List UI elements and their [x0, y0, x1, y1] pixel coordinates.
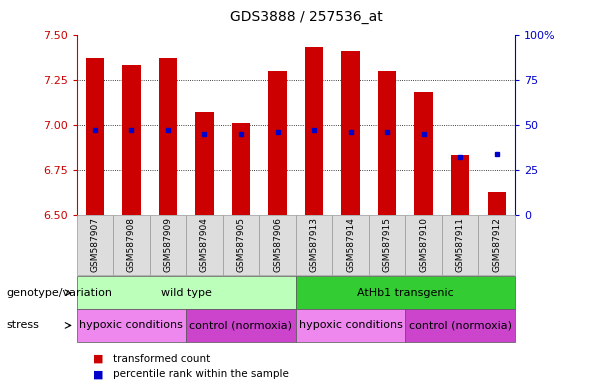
FancyBboxPatch shape — [405, 215, 442, 275]
Bar — [122, 65, 140, 215]
Text: ■: ■ — [93, 354, 104, 364]
FancyBboxPatch shape — [150, 215, 186, 275]
FancyBboxPatch shape — [369, 215, 405, 275]
Text: transformed count: transformed count — [113, 354, 211, 364]
Text: control (normoxia): control (normoxia) — [189, 320, 292, 331]
FancyBboxPatch shape — [442, 215, 478, 275]
Bar — [196, 112, 213, 215]
Bar — [341, 51, 360, 215]
Bar — [487, 192, 506, 215]
Text: GSM587904: GSM587904 — [200, 217, 209, 272]
Text: GSM587909: GSM587909 — [164, 217, 172, 272]
Bar — [414, 92, 433, 215]
FancyBboxPatch shape — [295, 215, 332, 275]
Bar — [86, 58, 104, 215]
Text: GSM587910: GSM587910 — [419, 217, 428, 272]
Text: stress: stress — [6, 320, 39, 331]
FancyBboxPatch shape — [478, 215, 515, 275]
Text: genotype/variation: genotype/variation — [6, 288, 112, 298]
Text: control (normoxia): control (normoxia) — [409, 320, 512, 331]
FancyBboxPatch shape — [223, 215, 259, 275]
Text: GSM587911: GSM587911 — [455, 217, 465, 272]
FancyBboxPatch shape — [259, 215, 295, 275]
Bar — [305, 47, 323, 215]
Text: GSM587908: GSM587908 — [127, 217, 136, 272]
FancyBboxPatch shape — [186, 215, 223, 275]
FancyBboxPatch shape — [332, 215, 369, 275]
Text: GSM587914: GSM587914 — [346, 217, 355, 272]
FancyBboxPatch shape — [77, 215, 113, 275]
Text: hypoxic conditions: hypoxic conditions — [80, 320, 183, 331]
Text: GSM587906: GSM587906 — [273, 217, 282, 272]
Text: GSM587912: GSM587912 — [492, 217, 501, 272]
Bar — [268, 71, 287, 215]
Bar — [378, 71, 396, 215]
Text: GSM587905: GSM587905 — [237, 217, 245, 272]
Text: GSM587915: GSM587915 — [383, 217, 392, 272]
Text: ■: ■ — [93, 369, 104, 379]
Text: GSM587913: GSM587913 — [310, 217, 319, 272]
FancyBboxPatch shape — [113, 215, 150, 275]
Text: GDS3888 / 257536_at: GDS3888 / 257536_at — [230, 10, 383, 23]
Text: hypoxic conditions: hypoxic conditions — [299, 320, 403, 331]
Text: percentile rank within the sample: percentile rank within the sample — [113, 369, 289, 379]
Bar — [451, 156, 470, 215]
Bar — [159, 58, 177, 215]
Bar — [232, 123, 250, 215]
Text: GSM587907: GSM587907 — [90, 217, 99, 272]
Text: AtHb1 transgenic: AtHb1 transgenic — [357, 288, 454, 298]
Text: wild type: wild type — [161, 288, 211, 298]
